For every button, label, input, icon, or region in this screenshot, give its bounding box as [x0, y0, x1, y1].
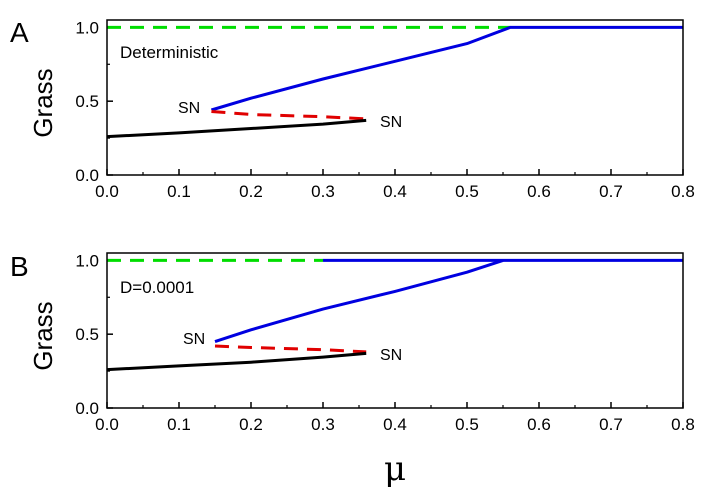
panel-b-xtick-label: 0.5 — [455, 415, 479, 434]
panel-b-plot: 0.0 0.1 0.2 0.3 0.4 0.5 0.6 0.7 0.8 0.0 0.5 1.0 — [75, 251, 694, 434]
panel-b-sn-label-left: SN — [183, 331, 205, 348]
panel-b-xtick-label: 0.8 — [671, 415, 695, 434]
panel-b-xtick-label: 0.7 — [599, 415, 623, 434]
panel-b-xtick-label: 0.0 — [95, 415, 119, 434]
panel-b-ytick-label: 0.5 — [75, 325, 99, 344]
panel-a-xtick-label: 0.2 — [239, 182, 263, 201]
panel-a-series-line-3 — [106, 118, 367, 139]
panel-b-xtick-label: 0.1 — [167, 415, 191, 434]
panel-b: B Grass D=0.0001 0.0 0.1 0.2 0.3 0.4 0.5 0.6 0.… — [10, 251, 695, 489]
panel-b-xtick-label: 0.4 — [383, 415, 407, 434]
panel-b-xtick-label: 0.3 — [311, 415, 335, 434]
panel-a-xtick-label: 0.3 — [311, 182, 335, 201]
panel-a-series-line-2 — [211, 110, 367, 121]
panel-b-annotation: D=0.0001 — [120, 278, 194, 297]
panel-b-sn-label-right: SN — [380, 347, 402, 364]
panel-a-ytick-label: 0.0 — [75, 166, 99, 185]
panel-a-xtick-label: 0.0 — [95, 182, 119, 201]
panel-a-xtick-label: 0.5 — [455, 182, 479, 201]
panel-a-xtick-label: 0.8 — [671, 182, 695, 201]
panel-a-annotation: Deterministic — [120, 43, 219, 62]
panel-a-frame — [106, 19, 684, 176]
panel-a-xtick-label: 0.6 — [527, 182, 551, 201]
panel-b-letter: B — [10, 251, 29, 282]
panel-a-xtick-label: 0.4 — [383, 182, 407, 201]
panel-b-frame — [106, 252, 684, 409]
panel-b-ytick-label: 0.0 — [75, 399, 99, 418]
panel-a-sn-label-left: SN — [178, 100, 200, 117]
panel-b-xtick-label: 0.6 — [527, 415, 551, 434]
panel-a-sn-label-right: SN — [380, 114, 402, 131]
panel-a-ylabel: Grass — [28, 68, 58, 137]
panel-b-series-line-4 — [106, 351, 367, 372]
panel-b-ylabel: Grass — [28, 301, 58, 370]
x-axis-title: μ — [384, 449, 406, 489]
panel-a-xtick-label: 0.1 — [167, 182, 191, 201]
panel-b-series-line-2 — [214, 258, 504, 344]
panel-a-ytick-label: 1.0 — [75, 18, 99, 37]
panel-a: A Grass Deterministic 0.0 0.1 0.2 0.3 0.4 0.5… — [10, 17, 695, 201]
panel-a-xtick-label: 0.7 — [599, 182, 623, 201]
panel-b-series-line-3 — [214, 344, 367, 354]
panel-a-plot: 0.0 0.1 0.2 0.3 0.4 0.5 0.6 0.7 0.8 0.0 0.5 1.0 — [75, 18, 694, 201]
panel-a-letter: A — [10, 17, 29, 48]
panel-a-series-line-1 — [210, 25, 683, 112]
panel-a-ytick-label: 0.5 — [75, 92, 99, 111]
panel-b-xtick-label: 0.2 — [239, 415, 263, 434]
panel-b-ytick-label: 1.0 — [75, 251, 99, 270]
